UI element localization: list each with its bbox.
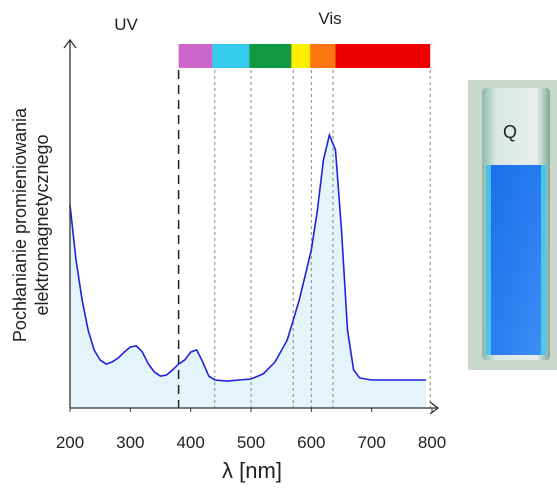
uv-label: UV: [114, 15, 138, 34]
spectrum-band: [178, 44, 213, 68]
x-tick-label: 400: [176, 433, 204, 452]
x-tick-label: 800: [418, 433, 446, 452]
spectrum-band: [310, 44, 336, 68]
spectrum-band: [212, 44, 250, 68]
spectrum-band: [335, 44, 431, 68]
x-tick-label: 300: [116, 433, 144, 452]
cuvette-photo: Q: [468, 80, 557, 370]
area: [70, 135, 426, 408]
plot: 200 300 400 500 600 700 800: [56, 38, 446, 452]
spectrum-band: [291, 44, 311, 68]
x-axis-title: λ [nm]: [222, 458, 282, 483]
y-axis-title: Pochłanianie promieniowania elektromagne…: [10, 107, 52, 342]
y-axis-title-line: Pochłanianie promieniowania: [10, 107, 30, 342]
x-tick-label: 600: [297, 433, 325, 452]
spectrum-line: [69, 132, 426, 382]
x-tick-label: 500: [237, 433, 265, 452]
x-axis-arrow: [429, 401, 440, 415]
x-tick-label: 200: [56, 433, 84, 452]
y-axis-title-line: elektromagnetycznego: [32, 134, 52, 315]
x-tick-label: 700: [357, 433, 385, 452]
y-axis-arrow: [63, 38, 77, 49]
vis-label: Vis: [318, 9, 341, 28]
spectrum-band: [249, 44, 292, 68]
svg-text:Q: Q: [503, 122, 517, 142]
